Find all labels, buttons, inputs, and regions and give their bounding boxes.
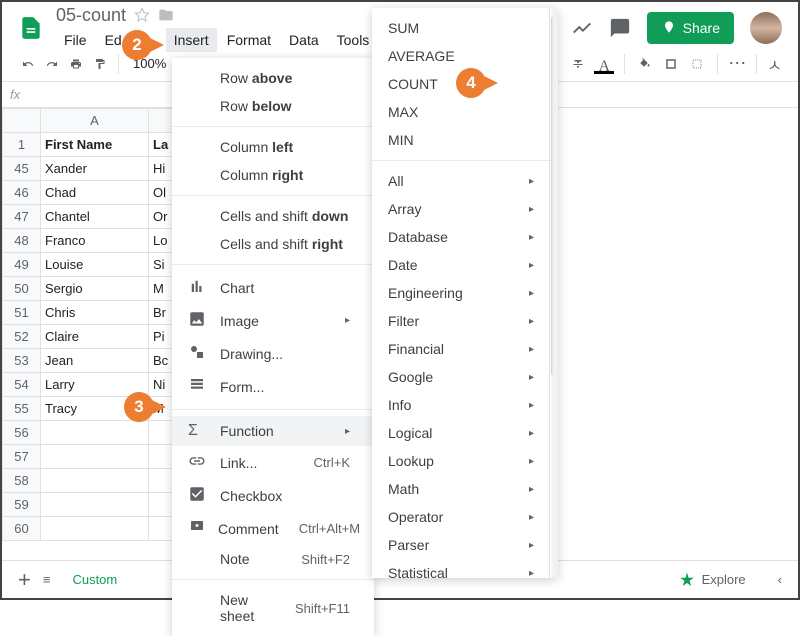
- callout-4: 4: [456, 68, 498, 98]
- insert-chart[interactable]: Chart: [172, 271, 374, 304]
- callout-3: 3: [124, 392, 166, 422]
- function-cat-engineering[interactable]: Engineering▸: [372, 279, 558, 307]
- function-cat-logical[interactable]: Logical▸: [372, 419, 558, 447]
- insert-link[interactable]: Link...Ctrl+K: [172, 446, 374, 479]
- insert-comment[interactable]: CommentCtrl+Alt+M: [172, 512, 374, 545]
- row-header[interactable]: 50: [3, 277, 41, 301]
- insert-drawing[interactable]: Drawing...: [172, 337, 374, 370]
- row-header[interactable]: 58: [3, 469, 41, 493]
- document-title[interactable]: 05-count: [56, 5, 126, 26]
- row-header[interactable]: 53: [3, 349, 41, 373]
- row-header[interactable]: 46: [3, 181, 41, 205]
- function-cat-financial[interactable]: Financial▸: [372, 335, 558, 363]
- menu-tools[interactable]: Tools: [329, 28, 378, 52]
- insert-new-sheet[interactable]: New sheetShift+F11: [172, 586, 374, 630]
- insert-checkbox[interactable]: Checkbox: [172, 479, 374, 512]
- explore-button[interactable]: Explore: [666, 565, 758, 595]
- function-cat-filter[interactable]: Filter▸: [372, 307, 558, 335]
- share-button[interactable]: Share: [647, 12, 734, 44]
- function-min[interactable]: MIN: [372, 126, 558, 154]
- function-max[interactable]: MAX: [372, 98, 558, 126]
- insert-form[interactable]: Form...: [172, 370, 374, 403]
- insert-cells-right[interactable]: Cells and shift right: [172, 230, 374, 258]
- add-sheet-icon[interactable]: +: [18, 567, 31, 593]
- function-cat-parser[interactable]: Parser▸: [372, 531, 558, 559]
- insert-function[interactable]: ΣFunction▸: [172, 416, 374, 446]
- function-cat-statistical[interactable]: Statistical▸: [372, 559, 558, 578]
- function-sum[interactable]: SUM: [372, 14, 558, 42]
- row-header[interactable]: 60: [3, 517, 41, 541]
- sheet-tab[interactable]: Custom: [56, 564, 133, 595]
- fx-label: fx: [10, 87, 20, 102]
- redo-icon[interactable]: [42, 54, 62, 74]
- insert-note[interactable]: NoteShift+F2: [172, 545, 374, 573]
- row-header[interactable]: 57: [3, 445, 41, 469]
- merge-cells-icon[interactable]: [687, 54, 707, 74]
- sheets-logo-icon[interactable]: [18, 10, 44, 46]
- move-folder-icon[interactable]: [158, 7, 174, 23]
- function-cat-all[interactable]: All▸: [372, 167, 558, 195]
- row-header[interactable]: 51: [3, 301, 41, 325]
- insert-row-below[interactable]: Row below: [172, 92, 374, 120]
- collapse-toolbar-icon[interactable]: ㅅ: [767, 52, 782, 76]
- row-header[interactable]: 48: [3, 229, 41, 253]
- star-icon[interactable]: [134, 7, 150, 23]
- function-cat-database[interactable]: Database▸: [372, 223, 558, 251]
- function-average[interactable]: AVERAGE: [372, 42, 558, 70]
- fill-color-icon[interactable]: [635, 54, 655, 74]
- row-header[interactable]: 56: [3, 421, 41, 445]
- undo-icon[interactable]: [18, 54, 38, 74]
- strikethrough-icon[interactable]: [568, 54, 588, 74]
- function-cat-lookup[interactable]: Lookup▸: [372, 447, 558, 475]
- function-cat-info[interactable]: Info▸: [372, 391, 558, 419]
- menu-format[interactable]: Format: [219, 28, 279, 52]
- function-cat-math[interactable]: Math▸: [372, 475, 558, 503]
- function-cat-array[interactable]: Array▸: [372, 195, 558, 223]
- row-header[interactable]: 47: [3, 205, 41, 229]
- trendline-icon[interactable]: [571, 17, 593, 39]
- chevron-left-icon[interactable]: ‹: [778, 572, 782, 587]
- menu-data[interactable]: Data: [281, 28, 327, 52]
- function-cat-date[interactable]: Date▸: [372, 251, 558, 279]
- account-avatar[interactable]: [750, 12, 782, 44]
- row-header[interactable]: 52: [3, 325, 41, 349]
- callout-2: 2: [122, 30, 164, 60]
- insert-image[interactable]: Image▸: [172, 304, 374, 337]
- insert-menu: Row above Row below Column left Column r…: [172, 58, 374, 636]
- menu-insert[interactable]: Insert: [166, 28, 217, 52]
- row-header[interactable]: 45: [3, 157, 41, 181]
- col-header[interactable]: A: [41, 109, 149, 133]
- insert-row-above[interactable]: Row above: [172, 64, 374, 92]
- print-icon[interactable]: [66, 54, 86, 74]
- insert-column-right[interactable]: Column right: [172, 161, 374, 189]
- insert-cells-down[interactable]: Cells and shift down: [172, 202, 374, 230]
- comments-icon[interactable]: [609, 17, 631, 39]
- row-header[interactable]: 55: [3, 397, 41, 421]
- all-sheets-icon[interactable]: ≡: [43, 572, 51, 587]
- row-header[interactable]: 49: [3, 253, 41, 277]
- scrollbar-thumb[interactable]: [551, 16, 557, 376]
- row-header[interactable]: 59: [3, 493, 41, 517]
- paint-format-icon[interactable]: [90, 54, 110, 74]
- function-cat-operator[interactable]: Operator▸: [372, 503, 558, 531]
- text-color-icon[interactable]: A: [594, 54, 614, 74]
- insert-column-left[interactable]: Column left: [172, 133, 374, 161]
- function-cat-google[interactable]: Google▸: [372, 363, 558, 391]
- menu-file[interactable]: File: [56, 28, 95, 52]
- more-tools-icon[interactable]: ⋯: [728, 53, 746, 74]
- borders-icon[interactable]: [661, 54, 681, 74]
- row-header[interactable]: 54: [3, 373, 41, 397]
